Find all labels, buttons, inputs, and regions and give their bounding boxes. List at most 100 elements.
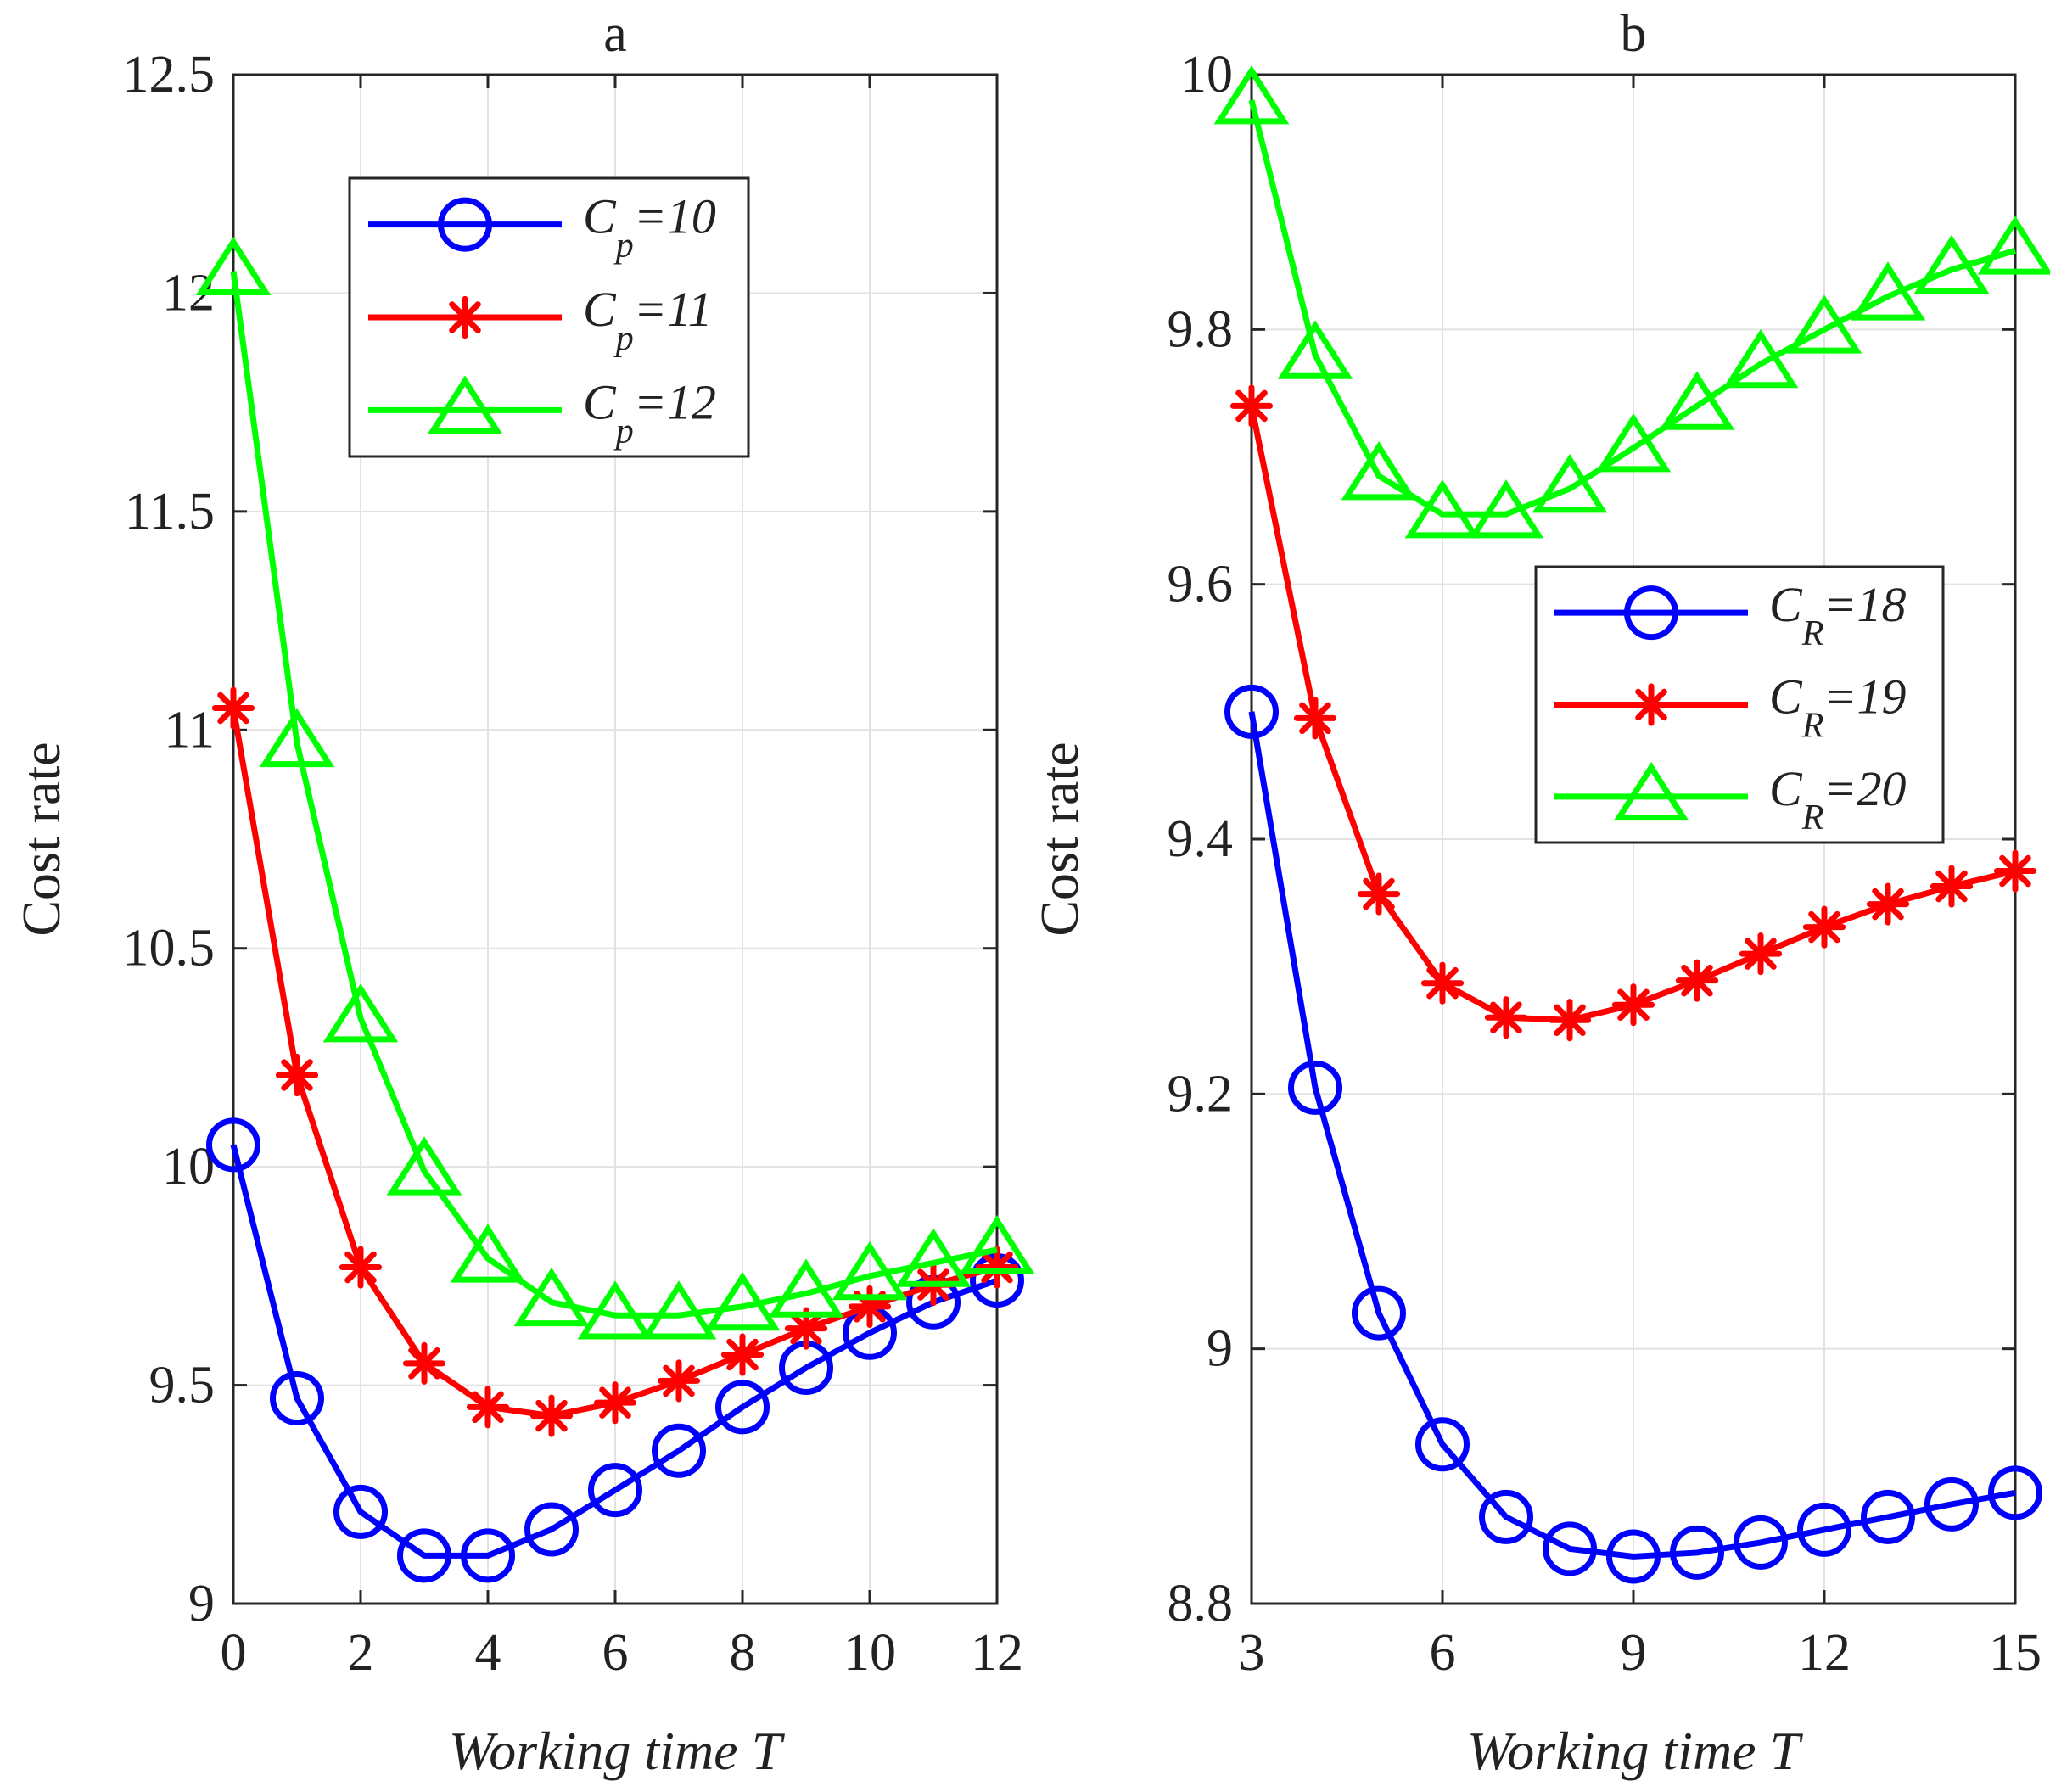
star-marker-stroke [1490,1001,1522,1034]
triangle-marker [1532,454,1608,513]
y-axis-label: Cost rate [11,742,71,936]
star-marker-stroke [217,692,249,725]
star-marker [1611,983,1655,1027]
star-marker-stroke [1935,870,1968,903]
star-marker-stroke [599,1386,631,1419]
circle-marker [1670,1525,1724,1580]
x-tick-label: 10 [843,1624,896,1682]
circle-marker [1924,1476,1979,1532]
y-axis-label: Cost rate [1029,742,1089,936]
legend-label-main: C [1769,761,1803,816]
star-marker [1629,683,1673,726]
legend-label-sub: R [1801,614,1824,653]
star-marker [211,686,255,730]
star-marker [1739,932,1783,976]
circle-marker [1606,1529,1661,1584]
triangle-marker [1277,320,1353,379]
star-marker-stroke [1635,688,1667,721]
legend-item: CR=19 [1554,669,1906,746]
star-marker [1484,996,1528,1039]
x-axis-label: Working time T [449,1721,786,1781]
triangle-marker [1404,479,1481,539]
x-tick-label: 4 [475,1624,501,1682]
legend-label-rest: =20 [1823,761,1906,816]
legend-item: Cp=11 [368,282,713,358]
series-line [1248,711,2016,1560]
panel-a: 0 2 4 6 8 10 1299.51010.51111.51212.5aWorking … [11,5,1035,1781]
star-marker [402,1341,446,1385]
legend-label-sub: p [613,319,634,358]
circle-marker [206,1117,260,1173]
star-marker [848,1285,892,1328]
y-tick-label: 10.5 [123,920,216,977]
star-marker [1802,905,1846,949]
legend-item: CR=18 [1554,577,1906,653]
triangle-marker [1913,234,1990,294]
star-marker [1357,872,1401,916]
legend-label: CR=18 [1769,577,1906,653]
star-marker [1993,849,2037,893]
legend-label-sub: p [613,412,634,451]
legend-item: CR=20 [1554,761,1906,837]
legend-label-main: C [583,374,617,429]
circle-marker [1288,1060,1342,1115]
star-marker-stroke [1617,988,1650,1021]
series-3 [195,236,1035,1340]
star-marker-stroke [535,1399,568,1432]
triangle-marker [768,1258,844,1318]
triangle-marker [450,1224,526,1283]
star-marker-stroke [1299,702,1331,735]
triangle-marker [513,1267,590,1327]
series-line [230,271,998,1319]
legend-label-main: C [583,189,617,244]
triangle-marker [1977,216,2050,275]
star-marker [1930,865,1974,908]
star-marker [720,1333,765,1376]
triangle-marker [259,708,335,768]
x-axis-label: Working time T [1467,1721,1804,1781]
star-marker [593,1381,637,1425]
legend-label-rest: =19 [1823,669,1906,725]
x-tick-label: 6 [602,1624,629,1682]
star-marker-stroke [281,1059,313,1091]
triangle-marker [322,983,399,1043]
circle-marker [397,1528,451,1583]
star-marker-stroke [1554,1004,1586,1037]
x-tick-label: 2 [348,1624,374,1682]
series-line [230,1144,999,1559]
star-marker [1866,882,1910,926]
legend-label: CR=19 [1769,669,1906,746]
star-marker-stroke [408,1347,440,1380]
star-marker [1229,384,1274,428]
star-marker [275,1053,319,1097]
star-marker-stroke [344,1251,377,1284]
circle-marker [524,1502,579,1557]
series-3 [1213,65,2050,539]
star-marker-stroke [1235,389,1268,423]
triangle-marker [577,1280,653,1340]
x-tick-label: 8 [730,1624,756,1682]
legend-label-sub: R [1801,798,1824,837]
star-marker-stroke [1872,888,1904,921]
series-2 [1229,384,2037,1042]
star-marker-stroke [790,1312,822,1345]
star-marker-stroke [1808,910,1840,944]
y-tick-label: 9.8 [1168,300,1234,358]
star-marker-stroke [449,301,481,333]
triangle-marker [832,1240,908,1301]
star-marker [1548,999,1592,1042]
panel-title: a [603,5,627,63]
x-tick-label: 3 [1239,1624,1265,1682]
star-marker-stroke [1745,938,1777,970]
legend-label-rest: =18 [1823,577,1906,632]
y-tick-label: 12.5 [123,46,216,104]
triangle-marker [1659,371,1735,430]
series-1 [1224,684,2042,1584]
triangle-marker [1850,261,1926,321]
legend-label-main: C [1769,577,1803,632]
triangle-marker [1613,761,1689,821]
y-tick-label: 10 [162,1138,215,1196]
y-tick-label: 9.4 [1168,810,1234,868]
